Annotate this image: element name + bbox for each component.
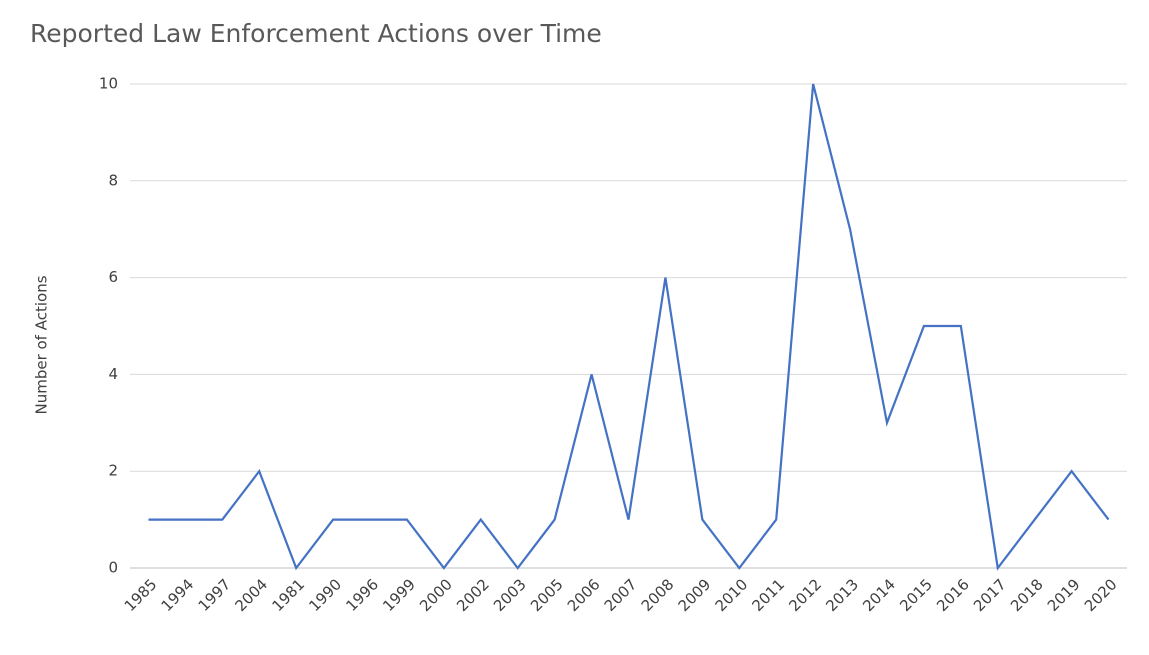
y-tick-label: 0 (108, 559, 118, 577)
chart-title: Reported Law Enforcement Actions over Ti… (30, 19, 602, 48)
y-tick-label: 2 (108, 462, 118, 480)
y-tick-label: 10 (99, 75, 118, 93)
y-tick-label: 6 (108, 268, 118, 286)
y-tick-label: 8 (108, 171, 118, 189)
line-series (148, 83, 1110, 571)
y-axis-label: Number of Actions (33, 275, 51, 414)
y-tick-label: 4 (108, 365, 118, 383)
